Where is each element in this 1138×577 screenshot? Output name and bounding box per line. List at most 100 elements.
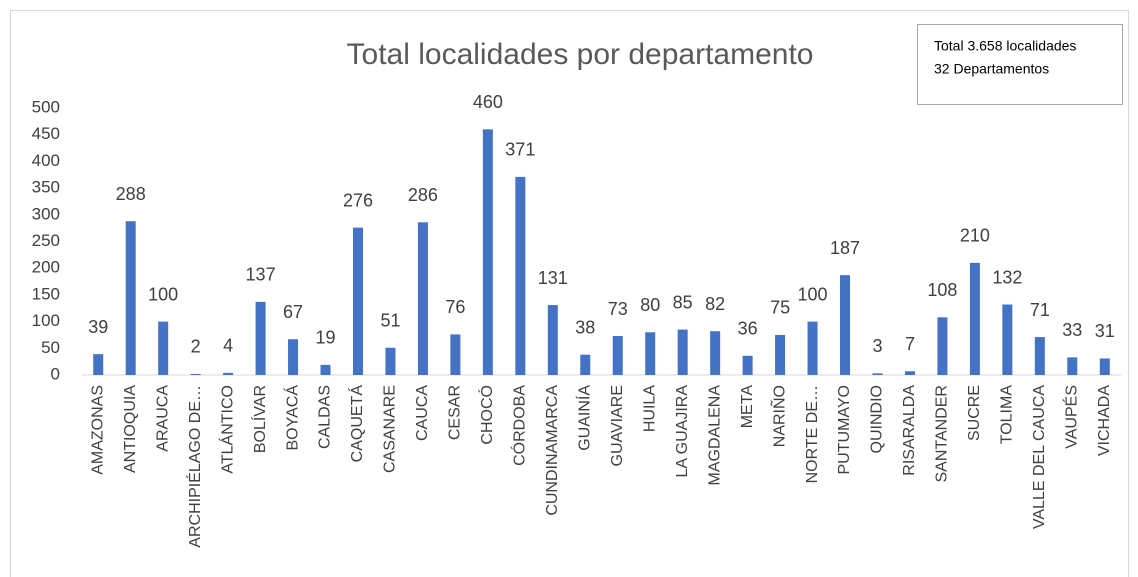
bar (1034, 337, 1045, 375)
x-tick-label: GUAINÍA (574, 385, 593, 451)
data-label: 39 (88, 317, 108, 337)
data-label: 38 (575, 317, 595, 337)
y-tick-label: 450 (32, 124, 60, 143)
bar (872, 373, 883, 375)
bar (515, 176, 526, 375)
x-tick-label: TOLIMA (999, 385, 1016, 445)
x-tick-label: VAUPÉS (1062, 385, 1081, 449)
data-label: 131 (538, 268, 568, 288)
x-tick-label: CAQUETÁ (347, 385, 366, 463)
data-label: 80 (640, 295, 660, 315)
bar (710, 331, 721, 375)
data-label: 4 (223, 336, 233, 356)
data-label: 85 (673, 292, 693, 312)
data-label: 33 (1062, 320, 1082, 340)
x-tick-label: CALDAS (317, 385, 334, 449)
data-label: 288 (116, 184, 146, 204)
bar (677, 329, 688, 375)
bar (125, 221, 136, 375)
annotation: Total 3.658 localidades (934, 38, 1076, 54)
data-label: 276 (343, 190, 373, 210)
x-tick-label: QUINDIO (869, 385, 886, 453)
x-tick-label: ARAUCA (154, 385, 171, 452)
x-tick-label: NARIÑO (768, 385, 788, 447)
data-label: 31 (1095, 321, 1115, 341)
bar (158, 321, 169, 375)
data-label: 286 (408, 185, 438, 205)
data-label: 137 (246, 265, 276, 285)
bar (1099, 358, 1110, 375)
bar (417, 222, 428, 375)
data-label: 100 (148, 284, 178, 304)
bar (288, 339, 299, 375)
y-tick-label: 400 (32, 151, 60, 170)
y-tick-label: 300 (32, 204, 60, 223)
bar (223, 372, 234, 375)
data-label: 2 (191, 337, 201, 357)
data-label: 132 (992, 267, 1022, 287)
bar (255, 301, 266, 375)
x-tick-label: VICHADA (1096, 385, 1113, 456)
y-tick-label: 500 (32, 97, 60, 116)
bar (969, 262, 980, 375)
data-label: 460 (473, 92, 503, 112)
bar (482, 129, 493, 375)
data-label: 19 (316, 328, 336, 348)
data-label: 187 (830, 238, 860, 258)
x-tick-label: ATLÁNTICO (217, 385, 236, 474)
bar (742, 355, 753, 375)
bar (904, 371, 915, 375)
bar (612, 336, 623, 375)
y-tick-label: 50 (41, 338, 60, 357)
data-label: 75 (770, 298, 790, 318)
annotation: 32 Departamentos (934, 61, 1049, 77)
y-tick-label: 100 (32, 311, 60, 330)
bar (547, 305, 558, 375)
y-tick-label: 250 (32, 231, 60, 250)
bar (807, 321, 818, 375)
x-tick-label: SUCRE (966, 385, 983, 441)
x-tick-label: BOYACÁ (282, 385, 301, 451)
bar (645, 332, 656, 375)
data-label: 100 (798, 284, 828, 304)
data-label: 36 (738, 319, 758, 339)
x-tick-label: LA GUAJIRA (674, 385, 691, 478)
annotation-box (917, 24, 1123, 105)
y-tick-label: 150 (32, 284, 60, 303)
bar (580, 354, 591, 375)
x-tick-label: ANTIOQUIA (122, 385, 139, 473)
x-tick-label: PUTUMAYO (836, 385, 853, 474)
x-tick-label: HUILA (641, 385, 658, 432)
data-label: 73 (608, 299, 628, 319)
x-tick-label: VALLE DEL CAUCA (1031, 385, 1048, 529)
x-tick-label: CESAR (447, 385, 464, 440)
x-tick-label: CUNDINAMARCA (544, 385, 561, 516)
bar (450, 334, 461, 375)
x-tick-label: CASANARE (382, 385, 399, 473)
data-label: 51 (380, 311, 400, 331)
y-tick-label: 350 (32, 178, 60, 197)
x-tick-label: NORTE DE… (804, 385, 821, 483)
data-label: 67 (283, 302, 303, 322)
bar (320, 364, 331, 375)
chart-title: Total localidades por departamento (347, 38, 814, 71)
x-tick-label: GUAVIARE (609, 385, 626, 467)
data-label: 82 (705, 294, 725, 314)
data-label: 71 (1030, 300, 1050, 320)
data-label: 210 (960, 226, 990, 246)
x-tick-label: AMAZONAS (89, 385, 106, 475)
bar (190, 373, 201, 375)
bar (385, 347, 396, 375)
x-tick-label: BOLÍVAR (250, 385, 269, 453)
x-tick-label: CHOCÓ (477, 385, 496, 445)
y-tick-label: 0 (51, 364, 60, 383)
data-label: 76 (445, 297, 465, 317)
x-tick-label: MAGDALENA (706, 385, 723, 486)
x-tick-label: CÓRDOBA (510, 385, 529, 466)
bar (775, 334, 786, 375)
data-label: 108 (927, 280, 957, 300)
x-tick-label: RISARALDA (901, 385, 918, 476)
y-tick-label: 200 (32, 258, 60, 277)
x-tick-label: ARCHIPIÉLAGO DE… (185, 385, 204, 548)
